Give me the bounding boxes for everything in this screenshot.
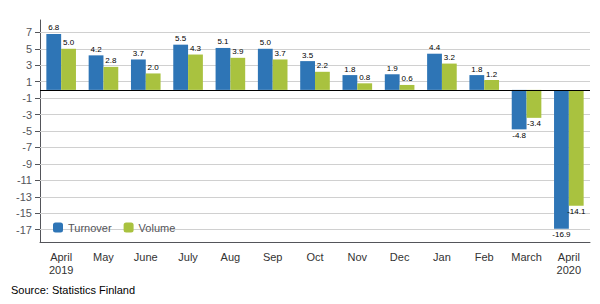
svg-text:-13: -13 [16,191,32,203]
svg-text:-5: -5 [22,125,32,137]
svg-text:Turnover: Turnover [68,222,112,234]
svg-text:Volume: Volume [139,222,176,234]
svg-text:1.8: 1.8 [344,65,356,74]
svg-text:May: May [93,251,114,263]
svg-text:2020: 2020 [557,264,581,276]
svg-text:-15: -15 [16,207,32,219]
svg-text:-17: -17 [16,224,32,236]
svg-text:3.9: 3.9 [232,47,244,56]
svg-text:1.2: 1.2 [486,70,498,79]
svg-text:-14.1: -14.1 [567,207,586,216]
svg-text:3.5: 3.5 [302,51,314,60]
svg-text:-11: -11 [17,174,32,186]
svg-text:0.6: 0.6 [401,74,413,83]
svg-text:5: 5 [26,43,32,55]
svg-text:1.8: 1.8 [471,65,483,74]
svg-text:2.2: 2.2 [317,61,329,70]
svg-text:July: July [178,251,198,263]
svg-text:-9: -9 [22,158,32,170]
svg-text:-3: -3 [22,109,32,121]
svg-text:Aug: Aug [221,251,241,263]
svg-text:-7: -7 [22,141,32,153]
svg-text:5.1: 5.1 [217,37,229,46]
svg-text:7: 7 [26,26,32,38]
svg-text:4.4: 4.4 [429,43,441,52]
svg-text:Jan: Jan [433,251,451,263]
svg-text:April: April [50,251,72,263]
svg-text:6.8: 6.8 [48,23,60,32]
svg-text:4.3: 4.3 [190,44,202,53]
svg-text:2019: 2019 [49,264,73,276]
svg-text:1.9: 1.9 [387,64,399,73]
svg-text:Dec: Dec [390,251,410,263]
svg-text:4.2: 4.2 [90,45,102,54]
svg-text:-3.4: -3.4 [527,119,541,128]
svg-text:3.2: 3.2 [444,53,456,62]
svg-text:March: March [511,251,542,263]
svg-text:Sep: Sep [263,251,283,263]
svg-text:5.5: 5.5 [175,34,187,43]
svg-text:June: June [134,251,158,263]
svg-text:2.0: 2.0 [148,63,160,72]
svg-text:Source: Statistics Finland: Source: Statistics Finland [11,284,135,296]
svg-text:5.0: 5.0 [260,38,272,47]
svg-text:1: 1 [26,76,32,88]
svg-text:-16.9: -16.9 [552,230,571,239]
svg-text:Feb: Feb [475,251,494,263]
svg-text:3: 3 [26,59,32,71]
svg-text:Nov: Nov [348,251,368,263]
svg-text:0.8: 0.8 [359,73,371,82]
svg-text:5.0: 5.0 [63,38,75,47]
svg-text:-4.8: -4.8 [512,131,526,140]
svg-text:Oct: Oct [306,251,323,263]
svg-text:April: April [558,251,580,263]
svg-text:2.8: 2.8 [105,56,117,65]
svg-text:3.7: 3.7 [275,49,287,58]
svg-text:3.7: 3.7 [133,49,145,58]
svg-text:-1: -1 [22,92,32,104]
